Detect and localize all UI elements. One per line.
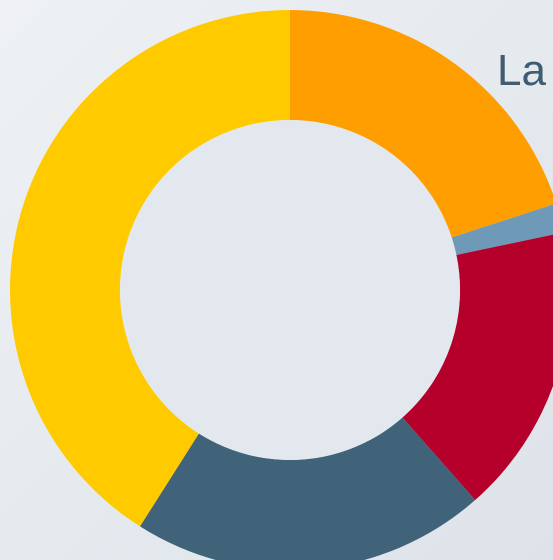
donut-slice — [10, 10, 291, 527]
donut-slice — [451, 204, 553, 256]
donut-slice — [402, 234, 553, 501]
donut-slice — [290, 10, 553, 238]
donut-hole — [120, 120, 460, 460]
chart-title: La — [497, 46, 546, 95]
donut — [10, 10, 553, 560]
donut-slice — [139, 417, 476, 560]
